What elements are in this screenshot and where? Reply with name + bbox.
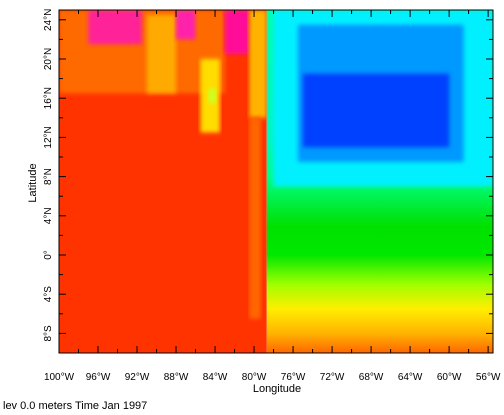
x-axis: 100°W 96°W 92°W 88°W 84°W 80°W 76°W 72°W 68°W 64°… [44,10,501,383]
x-tick-label: 80°W [242,372,267,383]
y-tick-label: 8°S [43,325,54,342]
x-axis-title: Longitude [253,383,301,395]
region-yellow-coast [249,10,267,118]
y-tick-label: 20°N [43,48,54,70]
x-tick-label: 92°W [125,372,150,383]
plot-frame [58,9,494,354]
y-tick-label: 24°N [43,9,54,31]
x-tick-label: 56°W [476,372,501,383]
region-magenta-mid [176,10,196,40]
y-tick-label: 4°N [43,207,54,224]
region-deep-blue-cell [302,73,450,148]
x-tick-label: 60°W [437,372,462,383]
y-tick-label: 4°S [43,286,54,303]
region-green-spot [208,88,217,104]
x-tick-label: 72°W [320,372,345,383]
y-tick-label: 0° [43,250,54,260]
x-tick-label: 100°W [44,372,75,383]
x-tick-label: 88°W [164,372,189,383]
y-axis: 8°S 4°S 0° 4°N 8°N 12°N 16°N 20°N 24°N [43,9,493,342]
y-tick-label: 16°N [43,87,54,109]
y-tick-label: 12°N [43,126,54,148]
region-magenta-west [88,10,142,45]
x-tick-label: 96°W [86,372,111,383]
x-tick-label: 84°W [203,372,228,383]
plot-border [58,9,494,354]
y-tick-label: 8°N [43,168,54,185]
x-tick-label: 68°W [359,372,384,383]
heatmap-regions [59,10,493,353]
footer-caption: lev 0.0 meters Time Jan 1997 [3,400,148,412]
y-axis-title: Latitude [27,163,39,202]
x-tick-label: 76°W [281,372,306,383]
region-yellow-band-1 [146,14,177,94]
region-orange-coast-strip [249,117,261,319]
region-magenta-east [224,10,250,55]
x-tick-label: 64°W [398,372,423,383]
